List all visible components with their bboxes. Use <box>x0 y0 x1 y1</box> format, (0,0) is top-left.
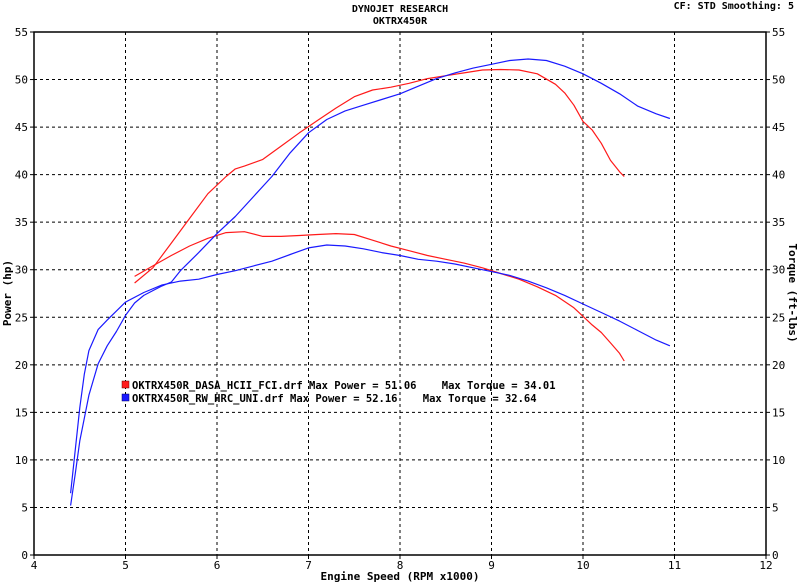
x-axis-label: Engine Speed (RPM x1000) <box>321 570 480 582</box>
x-tick-label: 9 <box>488 559 495 572</box>
y-tick-label-left: 50 <box>15 74 28 87</box>
y-tick-label-right: 50 <box>772 74 785 87</box>
legend: OKTRX450R_DASA_HCII_FCI.drf Max Power = … <box>121 380 556 405</box>
y-tick-label-left: 35 <box>15 216 28 229</box>
plot-frame <box>33 31 767 556</box>
series-blue-power-line <box>70 58 671 506</box>
x-tick-label: 4 <box>31 559 38 572</box>
grid-layer <box>34 32 766 555</box>
y-tick-label-right: 30 <box>772 264 785 277</box>
x-tick-label: 11 <box>668 559 681 572</box>
y-tick-label-left: 20 <box>15 359 28 372</box>
y-tick-label-right: 0 <box>772 549 779 562</box>
legend-swatch-red <box>121 380 130 389</box>
series-layer <box>70 58 671 506</box>
y-tick-label-right: 5 <box>772 501 779 514</box>
y-tick-label-left: 25 <box>15 311 28 324</box>
chart-subtitle: OKTRX450R <box>373 16 428 27</box>
chart-title: DYNOJET RESEARCH <box>352 4 448 15</box>
y-tick-label-left: 45 <box>15 121 28 134</box>
legend-entry-red: OKTRX450R_DASA_HCII_FCI.drf Max Power = … <box>132 380 556 392</box>
y-axis-label-right: Torque (ft-lbs) <box>786 243 799 342</box>
x-tick-label: 6 <box>214 559 221 572</box>
y-tick-label-right: 20 <box>772 359 785 372</box>
y-tick-label-left: 0 <box>21 549 28 562</box>
y-tick-label-right: 45 <box>772 121 785 134</box>
y-tick-label-right: 35 <box>772 216 785 229</box>
legend-swatch-blue <box>121 393 130 402</box>
y-tick-label-right: 25 <box>772 311 785 324</box>
legend-entry-blue: OKTRX450R_RW_HRC_UNI.drf Max Power = 52.… <box>132 393 537 405</box>
y-tick-label-right: 15 <box>772 406 785 419</box>
x-tick-label: 10 <box>576 559 589 572</box>
y-tick-label-left: 15 <box>15 406 28 419</box>
y-tick-label-left: 30 <box>15 264 28 277</box>
y-tick-label-right: 55 <box>772 26 785 39</box>
y-tick-label-left: 40 <box>15 169 28 182</box>
y-tick-label-right: 40 <box>772 169 785 182</box>
series-red-torque-line <box>134 231 625 362</box>
y-axis-label-left: Power (hp) <box>1 260 14 326</box>
settings-readout: CF: STD Smoothing: 5 <box>674 0 794 12</box>
y-tick-label-left: 10 <box>15 454 28 467</box>
x-tick-label: 12 <box>759 559 772 572</box>
series-red-power-line <box>134 68 625 284</box>
y-tick-label-left: 55 <box>15 26 28 39</box>
y-tick-label-right: 10 <box>772 454 785 467</box>
y-tick-label-left: 5 <box>21 501 28 514</box>
x-tick-label: 7 <box>305 559 312 572</box>
x-tick-label: 8 <box>397 559 404 572</box>
series-blue-torque-line <box>70 244 671 494</box>
x-tick-label: 5 <box>122 559 129 572</box>
